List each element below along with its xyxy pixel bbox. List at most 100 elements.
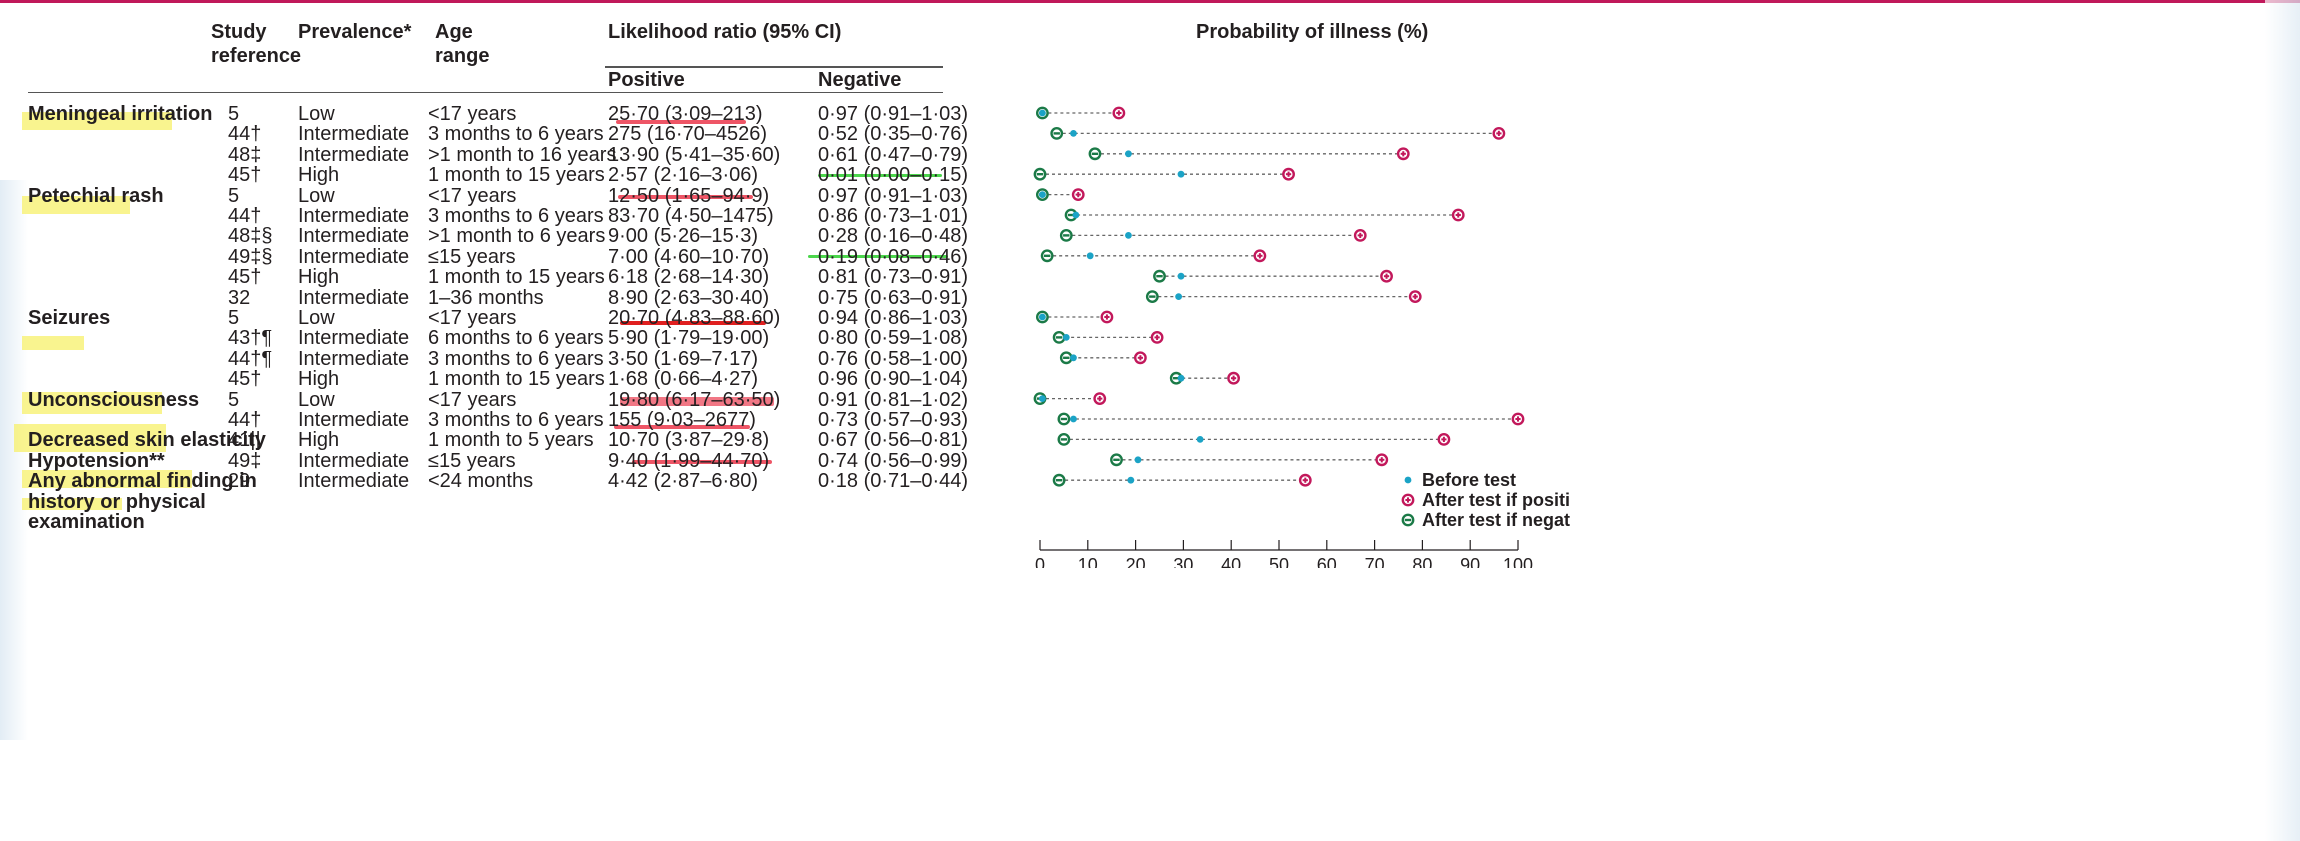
prevalence: Intermediate xyxy=(298,347,410,370)
x-tick-label: 30 xyxy=(1173,555,1193,568)
lr-positive: 5·90 (1·79–19·00) xyxy=(608,327,770,350)
before-test-point xyxy=(1070,354,1077,362)
x-tick-label: 20 xyxy=(1126,555,1146,568)
lr-positive: 4·42 (2·87–6·80) xyxy=(608,470,759,493)
lr-negative: 0·97 (0·91–1·03) xyxy=(818,103,969,125)
right-edge-shade xyxy=(2265,0,2300,841)
x-tick-label: 40 xyxy=(1221,555,1241,568)
lr-negative: 0·80 (0·59–1·08) xyxy=(818,327,969,350)
prevalence: High xyxy=(298,266,340,289)
age-range: ≤15 years xyxy=(428,449,516,472)
x-tick-label: 90 xyxy=(1460,555,1480,568)
age-range: 6 months to 6 years xyxy=(428,327,604,350)
lr-positive: 20·70 (4·83–88·60) xyxy=(608,307,781,329)
lr-positive: 83·70 (4·50–1475) xyxy=(608,205,774,227)
highlight-meningeal xyxy=(22,112,172,130)
study-reference: 5 xyxy=(228,307,240,329)
age-range: >1 month to 6 years xyxy=(428,225,606,248)
underline-neg-45 xyxy=(818,174,942,177)
before-test-point xyxy=(1086,252,1094,260)
underline-meningeal-pos xyxy=(616,120,746,124)
before-test-point xyxy=(1070,415,1077,423)
underline-petechial-pos xyxy=(618,195,753,199)
highlight-petechial xyxy=(22,196,130,214)
condition-label: Decreased skin elasticity xyxy=(28,429,266,452)
age-range: <17 years xyxy=(428,103,517,125)
highlight-abnormal xyxy=(22,470,192,488)
prevalence: Low xyxy=(298,388,335,411)
study-reference: 32 xyxy=(228,286,251,309)
prevalence: Intermediate xyxy=(298,327,410,350)
lr-positive: 7·00 (4·60–10·70) xyxy=(608,245,770,268)
lr-negative: 0·86 (0·73–1·01) xyxy=(818,205,969,227)
x-tick-label: 80 xyxy=(1412,555,1432,568)
age-range: <17 years xyxy=(428,184,517,207)
study-reference: 44† xyxy=(228,205,262,227)
study-reference: 45† xyxy=(228,368,262,391)
prevalence: Low xyxy=(298,103,335,125)
study-reference: 5 xyxy=(228,103,240,125)
before-test-point xyxy=(1038,313,1046,321)
age-range: 1–36 months xyxy=(428,286,544,309)
age-range: <24 months xyxy=(428,470,534,493)
before-test-point xyxy=(1070,130,1077,137)
lr-positive: 9·40 (1·99–44·70) xyxy=(608,449,770,472)
study-reference: 45† xyxy=(228,164,262,187)
prevalence: High xyxy=(298,164,340,187)
study-reference: 41|| xyxy=(228,429,261,452)
study-reference: 44†¶ xyxy=(228,347,273,370)
age-range: ≤15 years xyxy=(428,245,516,268)
prevalence: Intermediate xyxy=(298,449,410,472)
lr-positive: 12·50 (1·65–94·9) xyxy=(608,184,770,207)
condition-label: Hypotension** xyxy=(28,449,165,472)
lr-negative: 0·19 (0·08–0·46) xyxy=(818,245,969,268)
before-test-point xyxy=(1177,272,1185,280)
lr-negative: 0·91 (0·81–1·02) xyxy=(818,388,969,411)
age-range: <17 years xyxy=(428,307,517,329)
x-tick-label: 70 xyxy=(1365,555,1385,568)
study-reference: 44† xyxy=(228,409,262,431)
age-range: 3 months to 6 years xyxy=(428,347,604,370)
highlight-abnormal-2 xyxy=(22,498,122,510)
study-reference: 49‡§ xyxy=(228,245,273,268)
lr-positive: 10·70 (3·87–29·8) xyxy=(608,429,770,452)
condition-label: Seizures xyxy=(28,307,111,329)
study-reference: 5 xyxy=(228,388,240,411)
age-range: 3 months to 6 years xyxy=(428,123,604,146)
before-test-point xyxy=(1125,232,1132,239)
lr-negative: 0·52 (0·35–0·76) xyxy=(818,123,969,146)
lr-positive: 155 (9·03–2677) xyxy=(608,409,756,431)
prevalence: Intermediate xyxy=(298,205,410,227)
lr-positive: 275 (16·70–4526) xyxy=(608,123,768,146)
lr-negative: 0·76 (0·58–1·00) xyxy=(818,347,969,370)
legend-positive-label: After test if positive xyxy=(1422,490,1570,510)
age-range: 1 month to 5 years xyxy=(428,429,594,452)
underline-hypotension-pos xyxy=(632,460,772,464)
prevalence: Low xyxy=(298,184,335,207)
x-tick-label: 50 xyxy=(1269,555,1289,568)
header-age-range: Age range xyxy=(435,21,490,67)
underline-seizures-pos xyxy=(620,321,766,325)
x-tick-label: 60 xyxy=(1317,555,1337,568)
before-test-point xyxy=(1177,374,1185,382)
lr-negative: 0·67 (0·56–0·81) xyxy=(818,429,969,452)
prevalence: Intermediate xyxy=(298,225,410,248)
lr-positive: 13·90 (5·41–35·60) xyxy=(608,143,781,166)
before-test-point xyxy=(1062,334,1070,341)
lr-positive: 19·80 (6·17–63·50) xyxy=(608,388,781,411)
before-test-point xyxy=(1038,395,1046,402)
header-positive: Positive xyxy=(608,69,685,91)
header-subrule-bottom xyxy=(28,92,943,93)
before-test-point xyxy=(1177,170,1185,178)
header-prevalence: Prevalence* xyxy=(298,21,412,43)
before-test-point xyxy=(1038,191,1046,198)
legend-before-marker xyxy=(1404,476,1412,484)
age-range: 1 month to 15 years xyxy=(428,266,605,289)
lr-negative: 0·94 (0·86–1·03) xyxy=(818,307,969,329)
lr-negative: 0·96 (0·90–1·04) xyxy=(818,368,969,391)
age-range: 3 months to 6 years xyxy=(428,205,604,227)
age-range: 1 month to 15 years xyxy=(428,368,605,391)
header-study-reference: Study reference xyxy=(211,21,302,67)
prevalence: Intermediate xyxy=(298,409,410,431)
prevalence: Low xyxy=(298,307,335,329)
